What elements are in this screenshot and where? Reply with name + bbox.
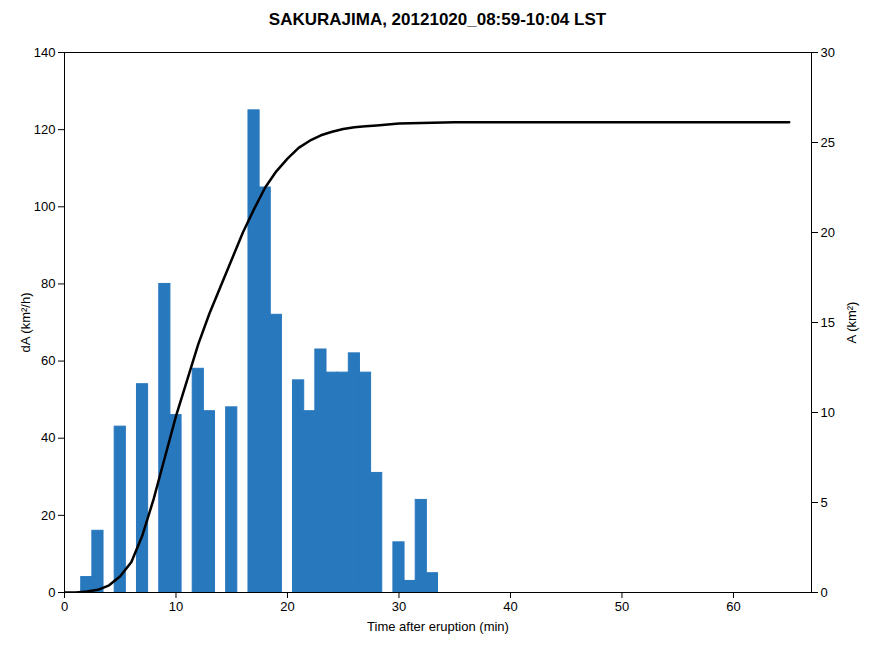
svg-text:20: 20 [280,599,294,614]
svg-text:40: 40 [41,430,55,445]
html-text:SAKURAJIMA, 20121020_08:59-10:: SAKURAJIMA, 20121020_08:59-10:04 LST [268,10,607,29]
svg-text:Time after eruption (min): Time after eruption (min) [367,619,509,634]
svg-text:15: 15 [821,315,835,330]
svg-text:60: 60 [41,353,55,368]
svg-text:60: 60 [726,599,740,614]
svg-text:40: 40 [503,599,517,614]
svg-text:25: 25 [821,135,835,150]
svg-text:5: 5 [821,495,828,510]
svg-text:A (km²): A (km²) [844,302,859,344]
svg-text:10: 10 [169,599,183,614]
svg-text:0: 0 [48,585,55,600]
svg-text:0: 0 [821,585,828,600]
svg-text:30: 30 [392,599,406,614]
svg-text:80: 80 [41,276,55,291]
svg-text:20: 20 [41,508,55,523]
svg-text:100: 100 [34,199,56,214]
svg-text:0: 0 [61,599,68,614]
svg-text:50: 50 [615,599,629,614]
svg-text:120: 120 [34,122,56,137]
svg-text:10: 10 [821,405,835,420]
svg-text:30: 30 [821,45,835,60]
svg-text:dA (km²/h): dA (km²/h) [18,293,33,353]
svg-text:140: 140 [34,45,56,60]
svg-text:20: 20 [821,225,835,240]
